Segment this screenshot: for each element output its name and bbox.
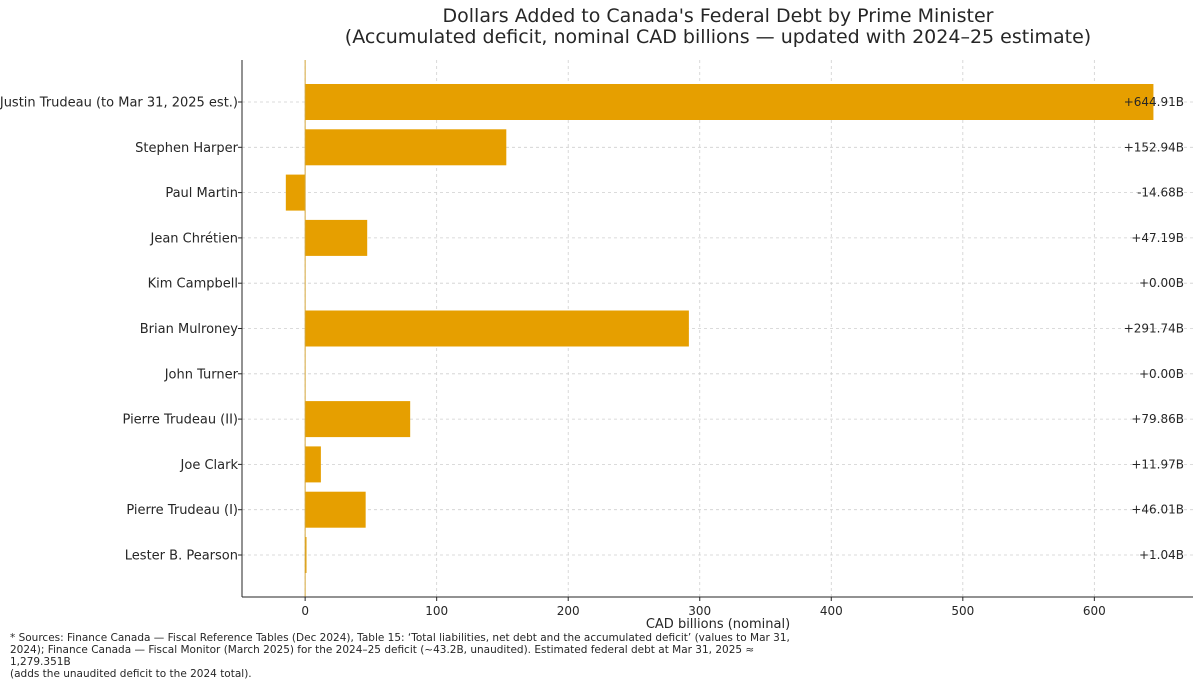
category-label: Pierre Trudeau (I): [126, 503, 238, 518]
value-label: +11.97B: [1131, 457, 1184, 471]
x-tick-label: 0: [301, 604, 309, 618]
x-tick-label: 200: [557, 604, 580, 618]
footnote-line-3: (adds the unaudited deficit to the 2024 …: [10, 668, 810, 680]
debt-bar-chart: Justin Trudeau (to Mar 31, 2025 est.) Ste…: [0, 0, 1200, 630]
sources-footnote: * Sources: Finance Canada — Fiscal Refer…: [10, 632, 810, 680]
bar: [305, 84, 1153, 120]
bar: [305, 311, 689, 347]
x-tick-label: 300: [688, 604, 711, 618]
x-tick-labels: 0 100 200 300 400 500 600: [301, 597, 1105, 618]
category-label: Kim Campbell: [148, 277, 238, 292]
category-label: Jean Chrétien: [150, 231, 239, 246]
bar: [305, 220, 367, 256]
value-label: +47.19B: [1131, 231, 1184, 245]
x-tick-label: 400: [820, 604, 843, 618]
chart-subtitle: (Accumulated deficit, nominal CAD billio…: [345, 26, 1091, 48]
footnote-line-2: 2024); Finance Canada — Fiscal Monitor (…: [10, 644, 810, 668]
category-label: Joe Clark: [180, 458, 239, 473]
value-label: +0.00B: [1139, 276, 1184, 290]
category-label: Stephen Harper: [135, 141, 239, 156]
value-label: +0.00B: [1139, 367, 1184, 381]
bar: [305, 492, 366, 528]
chart-title: Dollars Added to Canada's Federal Debt b…: [443, 5, 994, 27]
bar: [305, 446, 321, 482]
x-axis-label: CAD billions (nominal): [646, 617, 790, 630]
footnote-line-1: * Sources: Finance Canada — Fiscal Refer…: [10, 632, 810, 644]
value-label: +46.01B: [1131, 503, 1184, 517]
x-tick-label: 500: [951, 604, 974, 618]
value-label: -14.68B: [1137, 186, 1184, 200]
value-label: +644.91B: [1124, 95, 1184, 109]
category-label: John Turner: [164, 367, 239, 382]
category-label: Pierre Trudeau (II): [123, 413, 238, 428]
bar: [286, 175, 305, 211]
category-labels: Justin Trudeau (to Mar 31, 2025 est.) Ste…: [0, 96, 242, 564]
value-label: +152.94B: [1124, 140, 1184, 154]
category-label: Paul Martin: [165, 186, 238, 201]
category-label: Brian Mulroney: [140, 322, 239, 337]
value-label: +291.74B: [1124, 322, 1184, 336]
bar: [305, 129, 506, 165]
value-label: +1.04B: [1139, 548, 1184, 562]
category-label: Lester B. Pearson: [125, 549, 238, 564]
bar: [305, 401, 410, 437]
x-tick-label: 600: [1083, 604, 1106, 618]
category-label: Justin Trudeau (to Mar 31, 2025 est.): [0, 96, 238, 111]
value-labels: +644.91B +152.94B -14.68B +47.19B +0.00B +291…: [1124, 95, 1184, 562]
value-label: +79.86B: [1131, 412, 1184, 426]
x-tick-label: 100: [425, 604, 448, 618]
